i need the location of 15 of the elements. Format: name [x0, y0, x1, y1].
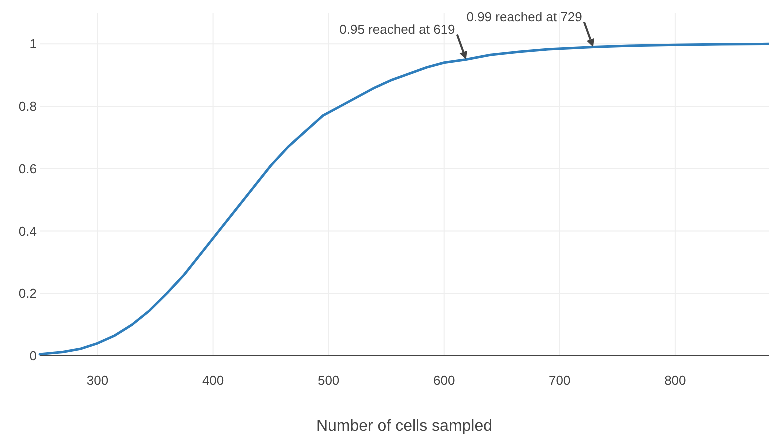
x-tick-label: 400 [202, 373, 224, 388]
x-tick-label: 500 [318, 373, 340, 388]
x-tick-label: 300 [86, 373, 109, 388]
x-tick-label: 700 [549, 373, 571, 388]
y-tick-label: 0.8 [18, 99, 37, 114]
y-tick-label: 0 [30, 348, 37, 364]
x-tick-label: 600 [434, 373, 456, 388]
y-tick-label: 0.2 [18, 286, 37, 302]
annotation: 0.99 reached at 729 [466, 9, 582, 24]
x-axis-title: Number of cells sampled [316, 418, 493, 435]
y-tick-label: 0.4 [18, 224, 37, 239]
y-tick-label: 1 [30, 36, 37, 52]
x-tick-label: 800 [664, 373, 686, 388]
y-tick-label: 0.6 [18, 161, 37, 176]
annotation: 0.95 reached at 619 [340, 22, 456, 37]
